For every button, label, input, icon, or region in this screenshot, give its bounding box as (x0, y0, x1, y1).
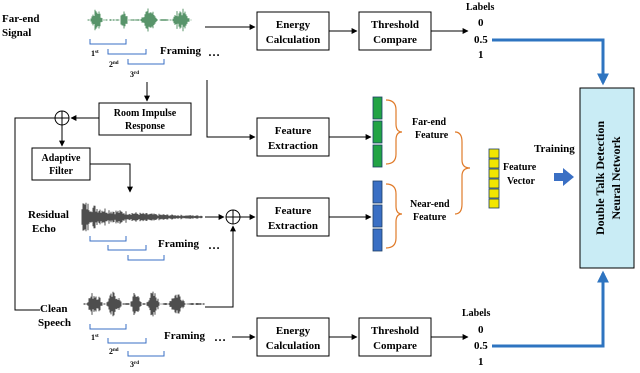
energy-calculation-top-block: Energy Calculation (256, 11, 330, 51)
label-flow-arrows (492, 38, 609, 348)
svg-text:Feature: Feature (503, 162, 537, 173)
training-arrow (554, 168, 574, 186)
svg-text:Far-end: Far-end (2, 13, 39, 25)
svg-text:0.5: 0.5 (474, 340, 488, 352)
svg-text:Labels: Labels (462, 308, 490, 319)
svg-text:Adaptive: Adaptive (42, 153, 81, 164)
svg-text:3rd: 3rd (130, 70, 139, 79)
near-end-feature-label: Near-end Feature (410, 199, 450, 223)
residual-echo-waveform (81, 202, 203, 232)
clean-ellipsis: … (214, 330, 226, 344)
feature-vector-label: Feature Vector (503, 162, 537, 187)
far-end-feature-stack (372, 96, 383, 168)
svg-text:Echo: Echo (32, 223, 56, 235)
svg-text:Vector: Vector (507, 176, 536, 187)
svg-text:Residual: Residual (28, 209, 69, 221)
sum-node-bottom (225, 209, 241, 225)
far-end-waveform (87, 8, 192, 32)
far-end-frame-brackets (89, 39, 165, 65)
svg-text:Feature: Feature (413, 212, 447, 223)
residual-ellipsis: … (208, 238, 220, 252)
far-end-feature-label: Far-end Feature (412, 117, 449, 141)
labels-bottom: Labels 0 0.5 1 (462, 308, 490, 368)
far-end-signal-label: Far-end Signal (2, 13, 39, 39)
svg-text:Double Talk Detection: Double Talk Detection (593, 121, 607, 235)
svg-text:Room Impulse: Room Impulse (114, 108, 177, 119)
svg-text:Extraction: Extraction (268, 140, 318, 152)
svg-text:Threshold: Threshold (371, 325, 419, 337)
svg-text:Calculation: Calculation (266, 34, 320, 46)
adaptive-filter-block: Adaptive Filter (31, 147, 91, 181)
svg-text:Feature: Feature (275, 205, 312, 217)
svg-text:Compare: Compare (373, 34, 417, 46)
svg-text:Calculation: Calculation (266, 340, 320, 352)
arrow-adaptive-to-residual (90, 163, 133, 193)
svg-text:1st: 1st (91, 49, 99, 58)
svg-text:Far-end: Far-end (412, 117, 447, 128)
neural-network-block: Double Talk Detection Neural Network (579, 87, 635, 269)
svg-text:Near-end: Near-end (410, 199, 450, 210)
residual-frame-brackets (89, 236, 165, 261)
clean-frame-numbers: 1st 2nd 3rd (91, 333, 139, 369)
svg-text:3rd: 3rd (130, 360, 139, 369)
svg-text:1: 1 (478, 49, 484, 61)
svg-text:Feature: Feature (415, 130, 449, 141)
residual-framing-label: Framing (158, 238, 199, 250)
svg-text:Feature: Feature (275, 125, 312, 137)
svg-text:Signal: Signal (2, 27, 31, 39)
svg-text:2nd: 2nd (109, 347, 119, 356)
training-label: Training (534, 143, 575, 155)
svg-text:Compare: Compare (373, 340, 417, 352)
svg-text:0: 0 (478, 17, 484, 29)
clean-speech-waveform (83, 291, 205, 317)
svg-text:1: 1 (478, 356, 484, 368)
svg-text:Response: Response (125, 121, 166, 132)
feature-vector (488, 148, 500, 209)
svg-text:Neural Network: Neural Network (609, 136, 623, 219)
svg-text:0.5: 0.5 (474, 34, 488, 46)
svg-text:Clean: Clean (40, 303, 68, 315)
far-end-ellipsis: … (208, 45, 220, 59)
svg-text:2nd: 2nd (109, 60, 119, 69)
svg-text:0: 0 (478, 324, 484, 336)
far-end-framing-label: Framing (160, 45, 201, 57)
near-end-feature-stack (372, 180, 383, 252)
svg-text:1st: 1st (91, 333, 99, 342)
clean-framing-label: Framing (164, 330, 205, 342)
labels-top: Labels 0 0.5 1 (466, 2, 494, 61)
room-impulse-response-block: Room Impulse Response (98, 102, 192, 136)
clean-speech-label: Clean Speech (38, 303, 71, 329)
energy-calculation-bottom-block: Energy Calculation (256, 317, 330, 357)
far-end-connections (144, 24, 256, 140)
svg-text:Filter: Filter (49, 166, 73, 177)
sum-node-top (54, 110, 70, 126)
svg-text:Threshold: Threshold (371, 19, 419, 31)
threshold-compare-top-block: Threshold Compare (358, 11, 432, 51)
feature-extraction-bottom-block: Feature Extraction (256, 197, 330, 237)
feedback-line (14, 117, 55, 311)
clean-frame-brackets (89, 324, 165, 357)
svg-text:Labels: Labels (466, 2, 494, 13)
feature-braces (385, 99, 471, 249)
residual-echo-label: Residual Echo (28, 209, 69, 235)
arrow-clean-to-sum (205, 225, 236, 308)
svg-text:Energy: Energy (276, 19, 311, 31)
svg-text:Extraction: Extraction (268, 220, 318, 232)
svg-text:Energy: Energy (276, 325, 311, 337)
threshold-compare-bottom-block: Threshold Compare (358, 317, 432, 357)
svg-text:Speech: Speech (38, 317, 71, 329)
far-end-frame-numbers: 1st 2nd 3rd (91, 49, 139, 79)
feature-extraction-top-block: Feature Extraction (256, 117, 330, 157)
